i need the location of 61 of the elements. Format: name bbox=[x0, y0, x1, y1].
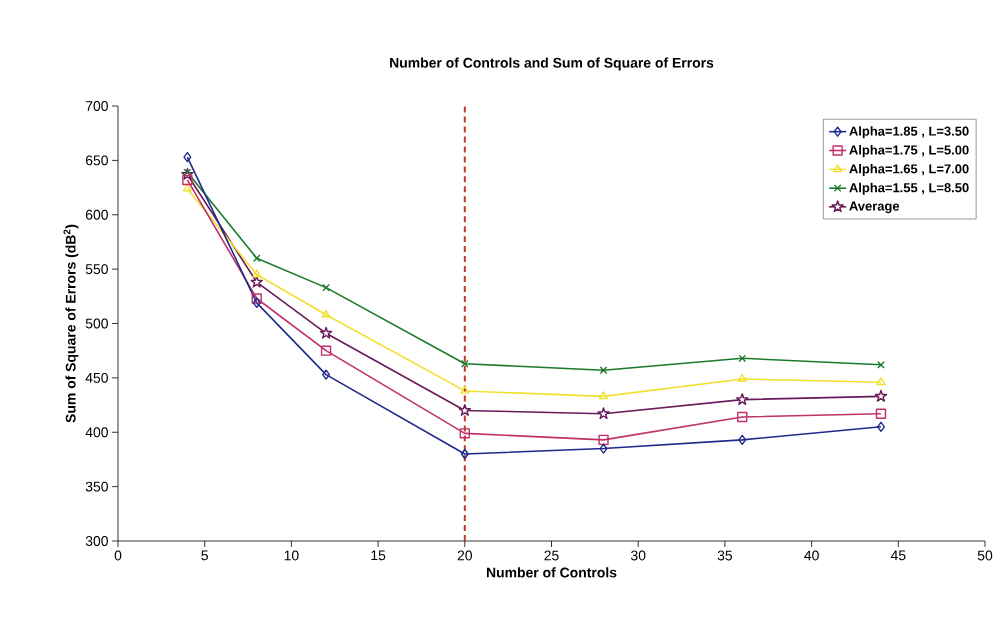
x-tick-label: 20 bbox=[457, 550, 473, 561]
point bbox=[250, 275, 263, 288]
x-axis-title: Number of Controls bbox=[486, 567, 617, 578]
x-tick-label: 50 bbox=[977, 550, 993, 561]
x-tick-label: 15 bbox=[371, 550, 386, 561]
chart-title: Number of Controls and Sum of Square of Errors bbox=[390, 57, 714, 71]
legend-label: Alpha=1.75 , L=5.00 bbox=[849, 145, 969, 158]
x-tick-label: 40 bbox=[804, 550, 819, 561]
point bbox=[736, 393, 749, 406]
y-tick-label: 300 bbox=[85, 536, 108, 546]
legend-label: Alpha=1.85 , L=3.50 bbox=[849, 126, 969, 139]
point bbox=[875, 408, 887, 419]
legend-label: Alpha=1.65 , L=7.00 bbox=[849, 163, 969, 176]
x-tick-label: 30 bbox=[630, 550, 646, 561]
x-tick-label: 0 bbox=[114, 550, 122, 561]
point bbox=[460, 359, 469, 368]
point bbox=[874, 389, 888, 402]
point bbox=[737, 411, 748, 423]
point bbox=[319, 326, 333, 339]
y-tick-label: 350 bbox=[85, 481, 108, 492]
point bbox=[182, 174, 193, 186]
point bbox=[876, 377, 886, 386]
x-tick-label: 45 bbox=[890, 550, 906, 561]
x-tick-label: 10 bbox=[284, 550, 299, 561]
point bbox=[252, 254, 261, 263]
point bbox=[460, 385, 470, 394]
point bbox=[251, 293, 262, 304]
y-tick-label: 450 bbox=[85, 372, 108, 383]
point bbox=[599, 443, 608, 454]
y-tick-label: 400 bbox=[85, 427, 108, 438]
point bbox=[598, 391, 609, 400]
y-tick-label: 700 bbox=[85, 101, 108, 111]
legend-label: Alpha=1.55 , L=8.50 bbox=[849, 182, 969, 195]
point bbox=[738, 354, 747, 363]
legend-label: Average bbox=[849, 201, 900, 214]
point bbox=[598, 434, 609, 446]
point bbox=[183, 151, 192, 163]
point bbox=[322, 369, 331, 380]
point bbox=[737, 373, 747, 382]
point bbox=[597, 407, 610, 420]
point bbox=[252, 269, 262, 278]
point bbox=[321, 309, 331, 318]
point bbox=[252, 297, 261, 309]
y-axis-title: Sum of Square of Errors (dB$^{2}$) bbox=[63, 224, 79, 423]
point bbox=[182, 183, 192, 192]
point bbox=[320, 345, 332, 356]
point bbox=[460, 448, 469, 460]
point bbox=[322, 283, 330, 292]
point bbox=[459, 428, 470, 439]
point bbox=[458, 403, 472, 416]
point bbox=[599, 366, 608, 375]
point bbox=[876, 421, 886, 432]
y-tick-label: 500 bbox=[85, 318, 108, 329]
x-tick-label: 5 bbox=[201, 550, 208, 561]
x-tick-label: 25 bbox=[544, 550, 559, 561]
y-tick-label: 650 bbox=[85, 155, 108, 166]
y-tick-label: 600 bbox=[85, 209, 108, 220]
point bbox=[877, 360, 885, 369]
x-tick-label: 35 bbox=[717, 550, 733, 561]
point bbox=[738, 434, 747, 446]
y-tick-label: 550 bbox=[85, 264, 108, 275]
